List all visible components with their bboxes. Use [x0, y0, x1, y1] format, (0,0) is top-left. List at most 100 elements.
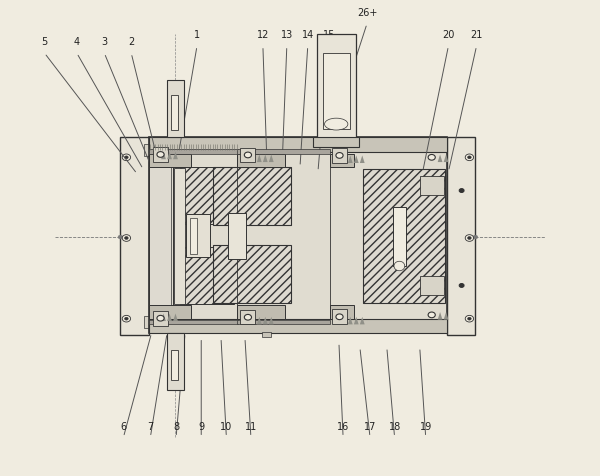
Polygon shape: [437, 155, 442, 162]
Polygon shape: [348, 317, 353, 324]
Bar: [262, 332, 271, 337]
Polygon shape: [257, 155, 262, 162]
Bar: [190, 218, 197, 254]
Text: 3: 3: [101, 37, 107, 47]
Bar: [363, 169, 445, 304]
Text: 8: 8: [173, 422, 179, 432]
Text: 12: 12: [257, 30, 269, 40]
Bar: [240, 148, 255, 162]
Text: 2: 2: [128, 37, 134, 47]
Circle shape: [244, 315, 251, 320]
Circle shape: [118, 235, 123, 239]
Bar: [420, 276, 443, 295]
Bar: [149, 306, 191, 319]
Bar: [317, 34, 356, 139]
Text: 7: 7: [147, 422, 154, 432]
Bar: [171, 95, 178, 130]
Bar: [213, 245, 291, 304]
Bar: [171, 349, 178, 380]
Circle shape: [125, 156, 128, 159]
Bar: [240, 310, 255, 324]
Text: 13: 13: [281, 30, 293, 40]
Polygon shape: [437, 312, 442, 319]
Bar: [145, 144, 149, 156]
Polygon shape: [354, 317, 359, 324]
Bar: [446, 137, 475, 335]
Bar: [180, 167, 234, 224]
Bar: [149, 154, 191, 167]
Circle shape: [467, 317, 471, 320]
Bar: [167, 80, 184, 138]
Circle shape: [465, 235, 473, 241]
Circle shape: [459, 284, 464, 288]
Polygon shape: [173, 314, 178, 321]
Circle shape: [122, 235, 131, 241]
Bar: [145, 317, 149, 328]
Text: 6: 6: [121, 422, 127, 432]
Circle shape: [336, 314, 343, 319]
Polygon shape: [257, 317, 262, 324]
Bar: [149, 319, 238, 324]
Bar: [330, 306, 354, 319]
Circle shape: [244, 152, 251, 158]
Text: 20: 20: [442, 30, 455, 40]
Bar: [332, 148, 347, 163]
Polygon shape: [354, 156, 359, 163]
Circle shape: [122, 154, 131, 160]
Text: 14: 14: [302, 30, 314, 40]
Polygon shape: [443, 155, 448, 162]
Polygon shape: [161, 152, 166, 159]
Bar: [149, 149, 238, 154]
Circle shape: [336, 153, 343, 158]
Text: 10: 10: [220, 422, 232, 432]
Bar: [332, 309, 347, 324]
Text: 19: 19: [419, 422, 432, 432]
Text: 26+: 26+: [357, 8, 377, 18]
Bar: [154, 147, 169, 162]
Bar: [174, 168, 185, 305]
Bar: [237, 154, 285, 167]
Text: 21: 21: [470, 30, 483, 40]
Circle shape: [473, 235, 478, 239]
Text: 15: 15: [323, 30, 335, 40]
Bar: [237, 319, 330, 324]
Bar: [213, 167, 291, 225]
Circle shape: [428, 155, 435, 160]
Polygon shape: [167, 152, 172, 159]
Bar: [237, 149, 330, 154]
Circle shape: [428, 312, 435, 318]
Bar: [180, 248, 234, 305]
Text: 11: 11: [245, 422, 257, 432]
Polygon shape: [360, 156, 365, 163]
Polygon shape: [360, 317, 365, 324]
Ellipse shape: [394, 261, 405, 271]
Bar: [186, 214, 210, 257]
Text: 5: 5: [41, 37, 47, 47]
Text: 9: 9: [198, 422, 204, 432]
Bar: [330, 154, 354, 167]
Bar: [149, 138, 446, 333]
Bar: [228, 213, 246, 259]
Circle shape: [465, 154, 473, 160]
Bar: [149, 154, 173, 319]
Circle shape: [465, 316, 473, 322]
Polygon shape: [443, 312, 448, 319]
Polygon shape: [269, 317, 274, 324]
Polygon shape: [263, 155, 268, 162]
Circle shape: [125, 237, 128, 239]
Text: 16: 16: [337, 422, 349, 432]
Polygon shape: [167, 314, 172, 321]
Circle shape: [125, 317, 128, 320]
Polygon shape: [173, 152, 178, 159]
Circle shape: [122, 316, 131, 322]
Circle shape: [467, 237, 471, 239]
Bar: [121, 137, 149, 335]
Bar: [393, 207, 406, 267]
Bar: [420, 176, 443, 195]
Text: 1: 1: [194, 30, 200, 40]
Ellipse shape: [325, 118, 348, 130]
Polygon shape: [263, 317, 268, 324]
Text: 17: 17: [364, 422, 376, 432]
Circle shape: [157, 316, 164, 321]
Text: 4: 4: [74, 37, 80, 47]
